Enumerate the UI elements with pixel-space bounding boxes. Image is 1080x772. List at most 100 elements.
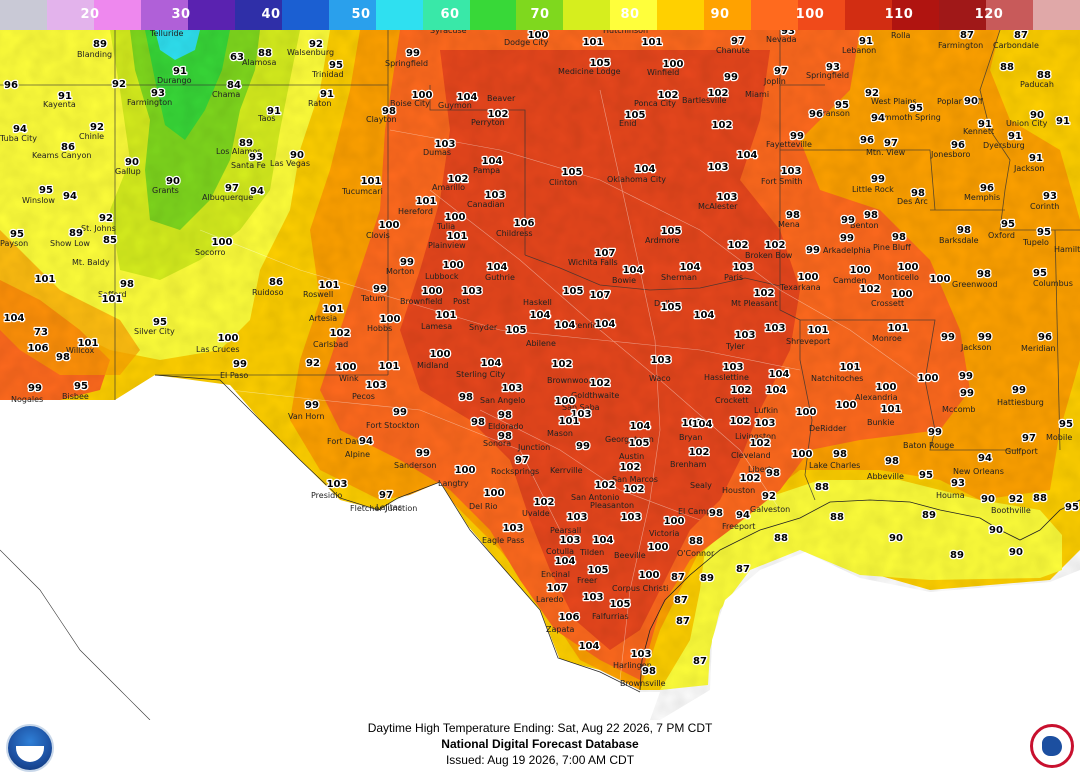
temperature-value: 107 <box>547 583 568 594</box>
temperature-value: 103 <box>723 362 744 373</box>
city-label: Sherman <box>661 273 697 282</box>
city-label: Los Alamos <box>216 147 261 156</box>
rio-grande <box>154 374 641 693</box>
city-label: Bunkie <box>867 418 894 427</box>
temperature-value: 105 <box>661 226 682 237</box>
city-label: Mena <box>778 220 800 229</box>
city-label: Memphis <box>964 193 1000 202</box>
temperature-value: 103 <box>621 512 642 523</box>
city-label: Beaver <box>487 94 516 103</box>
temperature-value: 105 <box>506 325 527 336</box>
city-label: Jonesboro <box>930 150 971 159</box>
city-label: Abilene <box>526 339 556 348</box>
temperature-value: 95 <box>74 381 88 392</box>
city-label: Little Rock <box>852 185 894 194</box>
temperature-value: 100 <box>850 265 871 276</box>
temperature-value: 102 <box>448 174 469 185</box>
city-label: Brownwood <box>547 376 594 385</box>
temperature-value: 91 <box>1008 131 1022 142</box>
temperature-value: 95 <box>329 60 343 71</box>
temperature-value: 103 <box>485 190 506 201</box>
city-label: Midland <box>417 361 448 370</box>
temperature-value: 102 <box>488 109 509 120</box>
temperature-value: 100 <box>664 516 685 527</box>
temperature-value: 100 <box>836 400 857 411</box>
temperature-value: 88 <box>774 533 788 544</box>
temperature-value: 98 <box>382 106 396 117</box>
temperature-value: 101 <box>102 294 123 305</box>
legend-color-segment <box>1032 0 1080 30</box>
caption-issued-time: Issued: Aug 19 2026, 7:00 AM CDT <box>445 753 635 767</box>
temperature-value: 96 <box>980 183 994 194</box>
city-label: Bowie <box>612 276 636 285</box>
temperature-value: 98 <box>498 410 512 421</box>
city-label: Safford <box>98 290 127 299</box>
temperature-value: 102 <box>728 240 749 251</box>
city-label: Artesia <box>309 314 337 323</box>
city-label: Waco <box>649 374 671 383</box>
city-label: Union City <box>1006 119 1048 128</box>
city-label: Oxford <box>988 231 1015 240</box>
temperature-value: 88 <box>830 512 844 523</box>
temperature-value: 93 <box>951 478 965 489</box>
city-label: Zapata <box>546 625 575 634</box>
nws-logo[interactable] <box>1030 724 1074 768</box>
legend-color-segment <box>375 0 423 30</box>
legend-color-segment <box>140 0 188 30</box>
temperature-value: 100 <box>218 333 239 344</box>
temperature-value: 103 <box>733 262 754 273</box>
temperature-value: 95 <box>835 100 849 111</box>
temperature-value: 95 <box>1059 419 1073 430</box>
temperature-value: 84 <box>227 80 241 91</box>
city-label: Canadian <box>467 200 505 209</box>
temperature-value: 101 <box>642 37 663 48</box>
temperature-value: 99 <box>960 388 974 399</box>
temperature-value: 99 <box>841 215 855 226</box>
city-label: Springfield <box>806 71 849 80</box>
city-label: Monticello <box>878 273 919 282</box>
city-label: Miami <box>745 90 769 99</box>
city-label: Kennett <box>963 127 994 136</box>
temperature-value: 95 <box>1033 268 1047 279</box>
temperature-value: 103 <box>708 162 729 173</box>
city-label: Fletcher Junction <box>350 504 417 513</box>
city-label: Cotulla <box>546 547 574 556</box>
city-label: Camden <box>833 276 866 285</box>
city-label: Paris <box>724 273 743 282</box>
noaa-logo[interactable] <box>6 724 54 772</box>
city-label: Fort Smith <box>761 177 802 186</box>
temperature-value: 106 <box>28 343 49 354</box>
city-label: Guthrie <box>485 273 515 282</box>
temperature-value: 92 <box>99 213 113 224</box>
legend-tick-label: 110 <box>884 7 914 22</box>
city-label: Falfurrias <box>592 612 629 621</box>
city-label: Greenwood <box>952 280 998 289</box>
temperature-value: 107 <box>590 290 611 301</box>
temperature-value: 99 <box>28 383 42 394</box>
city-label: Ardmore <box>645 236 680 245</box>
city-label: Payson <box>0 239 28 248</box>
legend-color-segment <box>469 0 517 30</box>
city-label: Natchitoches <box>811 374 863 383</box>
city-label: Winfield <box>647 68 679 77</box>
city-labels: Syracuse Dodge City Hutchinson Nevada Rolla B… <box>0 30 1080 688</box>
legend-color-segment <box>0 0 47 30</box>
temperature-value: 91 <box>320 89 334 100</box>
city-label: Ruidoso <box>252 288 284 297</box>
temperature-value: 100 <box>528 30 549 41</box>
city-label: Galveston <box>750 505 790 514</box>
gulf-open-water <box>660 552 1080 720</box>
temperature-value: 95 <box>909 103 923 114</box>
temperature-value: 103 <box>583 592 604 603</box>
city-label: El Paso <box>220 371 248 380</box>
city-label: Freeport <box>722 522 755 531</box>
temperature-value: 91 <box>1056 116 1070 127</box>
city-label: Morton <box>386 267 414 276</box>
city-label: New Orleans <box>953 467 1004 476</box>
temperature-value: 97 <box>379 490 393 501</box>
temperature-value: 100 <box>639 570 660 581</box>
mexico-coast <box>0 549 151 720</box>
city-label: Mt Pleasant <box>731 299 778 308</box>
city-label: Ponca City <box>634 99 676 108</box>
city-label: Harlingen <box>613 661 652 670</box>
